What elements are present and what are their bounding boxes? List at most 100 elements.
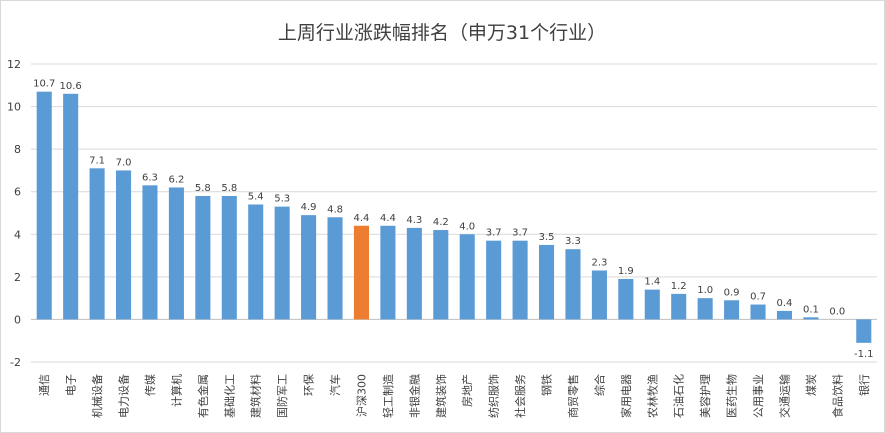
data-label: 1.2 [671,281,687,292]
data-label: 6.3 [142,172,158,183]
data-label: 4.3 [406,215,422,226]
y-tick-label: 8 [14,143,21,156]
data-label: 0.1 [803,304,819,315]
data-labels: 10.7 10.6 7.1 7.0 6.3 6.2 5.8 5.8 5.4 5.3 4.9 4.8 4.… [33,79,873,360]
bar [248,204,264,320]
x-tick-label: 机械设备 [90,374,104,418]
x-tick-label: 电子 [65,374,78,396]
bars [36,91,872,343]
y-tick-label: 6 [14,186,21,199]
data-label: 6.2 [168,174,184,185]
x-tick-label: 沪深300 [354,374,368,417]
x-tick-label: 社会服务 [513,374,527,418]
bar [750,304,766,320]
bar [142,185,158,320]
data-label: 4.4 [380,213,396,224]
bar [433,230,449,320]
data-label: 5.4 [248,191,264,202]
y-tick-label: 4 [14,228,21,241]
x-tick-label: 建筑材料 [249,374,263,418]
x-tick-label: 非银金融 [407,374,421,418]
x-tick-label: 公用事业 [752,374,765,418]
data-label: 5.8 [221,183,237,194]
data-label: 4.8 [327,204,343,215]
x-tick-label: 基础化工 [222,374,236,418]
bar [644,289,660,320]
data-label: 1.9 [618,266,634,277]
bar [512,240,528,320]
x-tick-label: 食品饮料 [830,374,844,418]
bar [618,278,634,320]
x-tick-label: 有色金属 [196,374,210,418]
bar [115,170,132,320]
bar [327,217,343,320]
y-tick-label: 2 [14,271,21,284]
x-axis-ticks: 通信 电子 机械设备 电力设备 传媒 计算机 有色金属 基础化工 建筑材料 国防军工 环保 汽车 沪深3… [38,374,871,418]
chart-title: 上周行业涨跌幅排名（申万31个行业） [278,22,606,44]
data-label: 10.6 [60,81,82,92]
x-tick-label: 国防军工 [275,374,289,418]
data-label: 4.0 [459,221,475,232]
data-label: 3.7 [512,228,528,239]
x-tick-label: 纺织服饰 [487,374,501,418]
x-tick-label: 石油石化 [672,374,686,418]
data-label: 4.2 [433,217,449,228]
x-tick-label: 银行 [857,374,871,396]
bar [63,93,79,320]
bar [353,225,370,320]
x-tick-label: 医药生物 [725,374,739,418]
gridlines [31,63,877,363]
y-tick-label: 0 [14,313,21,326]
bar [486,240,502,320]
bar [697,298,713,320]
data-label: 1.0 [697,285,713,296]
bar [168,187,184,320]
x-tick-label: 轻工制造 [381,374,395,418]
data-label: 4.4 [354,213,370,224]
x-tick-label: 交通运输 [777,374,791,418]
bar [36,91,52,320]
x-tick-label: 房地产 [460,374,474,407]
data-label: 7.0 [116,157,132,168]
x-tick-label: 钢铁 [541,374,554,396]
x-tick-label: 计算机 [169,374,183,407]
x-tick-label: 商贸零售 [566,374,580,418]
bar [803,317,819,320]
bar [274,206,290,320]
bar [406,227,422,320]
data-label: -1.1 [854,349,874,360]
bar [459,234,475,320]
x-tick-label: 通信 [38,374,51,396]
y-tick-label: -2 [10,356,21,369]
data-label: 3.5 [539,232,555,243]
x-tick-label: 环保 [302,374,316,396]
data-label: 1.4 [644,277,660,288]
bar [671,293,687,320]
x-tick-label: 综合 [592,374,606,396]
bar [856,319,872,343]
bar [301,215,317,320]
x-tick-label: 煤炭 [805,374,818,396]
bar [89,168,105,320]
bar [380,225,396,320]
data-label: 7.1 [89,155,105,166]
data-label: 4.9 [301,202,317,213]
data-label: 3.7 [486,228,502,239]
x-tick-label: 家用电器 [619,374,633,418]
data-label: 0.9 [724,287,740,298]
data-label: 0.0 [829,306,845,317]
bar [538,244,555,320]
x-tick-label: 传媒 [144,374,157,396]
data-label: 3.3 [565,236,581,247]
data-label: 5.3 [274,194,290,205]
data-label: 2.3 [591,257,607,268]
data-label: 0.4 [777,298,793,309]
bar [591,270,607,320]
x-tick-label: 电力设备 [117,374,131,418]
y-tick-label: 12 [7,58,21,71]
bar [221,195,237,320]
bar [724,300,740,320]
bar [565,249,581,320]
